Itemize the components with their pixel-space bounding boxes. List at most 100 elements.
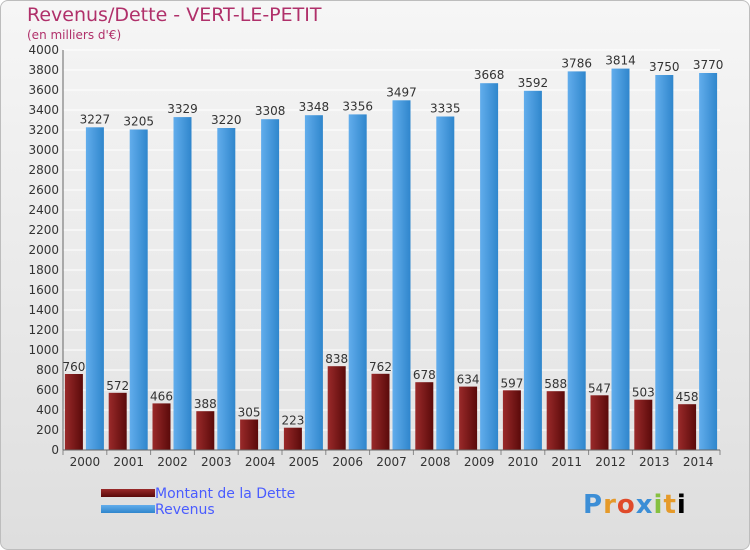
bar-dette xyxy=(371,373,390,450)
x-tick-label: 2009 xyxy=(464,455,495,469)
chart-title: Revenus/Dette - VERT-LE-PETIT xyxy=(27,4,322,26)
data-label-revenus: 3348 xyxy=(299,100,330,114)
bar-revenus xyxy=(655,75,674,450)
x-tick-label: 2002 xyxy=(157,455,188,469)
y-tick-label: 800 xyxy=(36,363,59,377)
bar-revenus xyxy=(348,114,367,451)
data-label-dette: 572 xyxy=(106,379,129,393)
x-tick-label: 2004 xyxy=(245,455,276,469)
bar-dette xyxy=(64,374,83,450)
x-tick-label: 2014 xyxy=(683,455,714,469)
y-tick-label: 4000 xyxy=(28,43,59,57)
x-tick-label: 2005 xyxy=(289,455,320,469)
bar-dette xyxy=(240,419,259,450)
legend-label-dette: Montant de la Dette xyxy=(155,486,296,502)
data-label-revenus: 3497 xyxy=(386,85,417,99)
data-label-dette: 388 xyxy=(194,397,217,411)
x-tick-label: 2007 xyxy=(376,455,407,469)
bar-dette xyxy=(459,386,478,450)
bar-revenus xyxy=(436,116,455,450)
bar-dette xyxy=(415,382,434,450)
data-label-dette: 305 xyxy=(238,406,261,420)
x-tick-label: 2008 xyxy=(420,455,451,469)
data-label-revenus: 3592 xyxy=(518,76,549,90)
bar-revenus xyxy=(392,100,411,451)
data-label-dette: 760 xyxy=(62,360,85,374)
y-tick-label: 1200 xyxy=(28,323,59,337)
data-label-revenus: 3205 xyxy=(123,115,154,129)
bar-revenus xyxy=(611,68,630,450)
x-tick-label: 2012 xyxy=(595,455,626,469)
y-tick-label: 400 xyxy=(36,403,59,417)
bar-revenus xyxy=(217,128,236,450)
y-tick-label: 2400 xyxy=(28,203,59,217)
y-tick-label: 2000 xyxy=(28,243,59,257)
bar-dette xyxy=(283,427,302,450)
data-label-dette: 547 xyxy=(588,381,611,395)
bar-dette xyxy=(678,404,697,450)
data-label-revenus: 3786 xyxy=(561,56,592,70)
y-tick-label: 3600 xyxy=(28,83,59,97)
bar-revenus xyxy=(304,115,323,450)
bar-dette xyxy=(196,411,215,450)
data-label-dette: 588 xyxy=(544,377,567,391)
y-tick-label: 3200 xyxy=(28,123,59,137)
y-tick-label: 1000 xyxy=(28,343,59,357)
data-label-dette: 634 xyxy=(457,373,480,387)
y-tick-label: 3800 xyxy=(28,63,59,77)
data-label-dette: 223 xyxy=(281,414,304,428)
bar-revenus xyxy=(480,83,499,450)
x-tick-label: 2010 xyxy=(508,455,539,469)
data-label-dette: 597 xyxy=(500,376,523,390)
y-tick-label: 600 xyxy=(36,383,59,397)
legend-label-revenus: Revenus xyxy=(155,502,215,518)
bar-revenus xyxy=(567,71,586,451)
data-label-revenus: 3356 xyxy=(342,99,373,113)
data-label-dette: 838 xyxy=(325,352,348,366)
bar-revenus xyxy=(129,129,148,450)
chart-subtitle: (en milliers d'€) xyxy=(27,28,122,42)
data-label-revenus: 3770 xyxy=(693,58,724,72)
y-tick-label: 1800 xyxy=(28,263,59,277)
y-tick-label: 3000 xyxy=(28,143,59,157)
x-tick-label: 2001 xyxy=(113,455,144,469)
data-label-revenus: 3329 xyxy=(167,102,198,116)
bar-dette xyxy=(108,392,127,450)
y-tick-label: 200 xyxy=(36,423,59,437)
legend-swatch-dette xyxy=(101,489,155,497)
x-tick-label: 2013 xyxy=(639,455,670,469)
x-tick-label: 2011 xyxy=(551,455,582,469)
data-label-revenus: 3814 xyxy=(605,54,636,68)
data-label-revenus: 3335 xyxy=(430,102,461,116)
bar-dette xyxy=(634,399,653,450)
data-label-revenus: 3220 xyxy=(211,113,242,127)
bar-dette xyxy=(502,390,521,450)
data-label-dette: 503 xyxy=(632,386,655,400)
data-label-revenus: 3668 xyxy=(474,68,505,82)
bar-dette xyxy=(546,391,565,450)
y-tick-label: 1400 xyxy=(28,303,59,317)
bar-revenus xyxy=(261,119,280,450)
y-tick-label: 2600 xyxy=(28,183,59,197)
y-tick-label: 0 xyxy=(51,443,59,457)
data-label-revenus: 3750 xyxy=(649,60,680,74)
data-label-revenus: 3308 xyxy=(255,104,286,118)
data-label-dette: 678 xyxy=(413,368,436,382)
x-tick-label: 2000 xyxy=(70,455,101,469)
bar-revenus xyxy=(173,117,192,450)
proxiti-logo: Proxiti xyxy=(583,490,687,520)
y-tick-label: 2200 xyxy=(28,223,59,237)
y-tick-label: 3400 xyxy=(28,103,59,117)
x-tick-label: 2003 xyxy=(201,455,232,469)
bar-revenus xyxy=(85,127,104,451)
data-label-dette: 458 xyxy=(676,390,699,404)
legend-swatch-revenus xyxy=(101,505,155,513)
y-tick-label: 2800 xyxy=(28,163,59,177)
bar-revenus xyxy=(523,90,542,451)
bar-revenus xyxy=(699,73,718,450)
y-tick-label: 1600 xyxy=(28,283,59,297)
bar-dette xyxy=(590,395,609,450)
data-label-dette: 466 xyxy=(150,389,173,403)
bar-dette xyxy=(327,366,346,450)
